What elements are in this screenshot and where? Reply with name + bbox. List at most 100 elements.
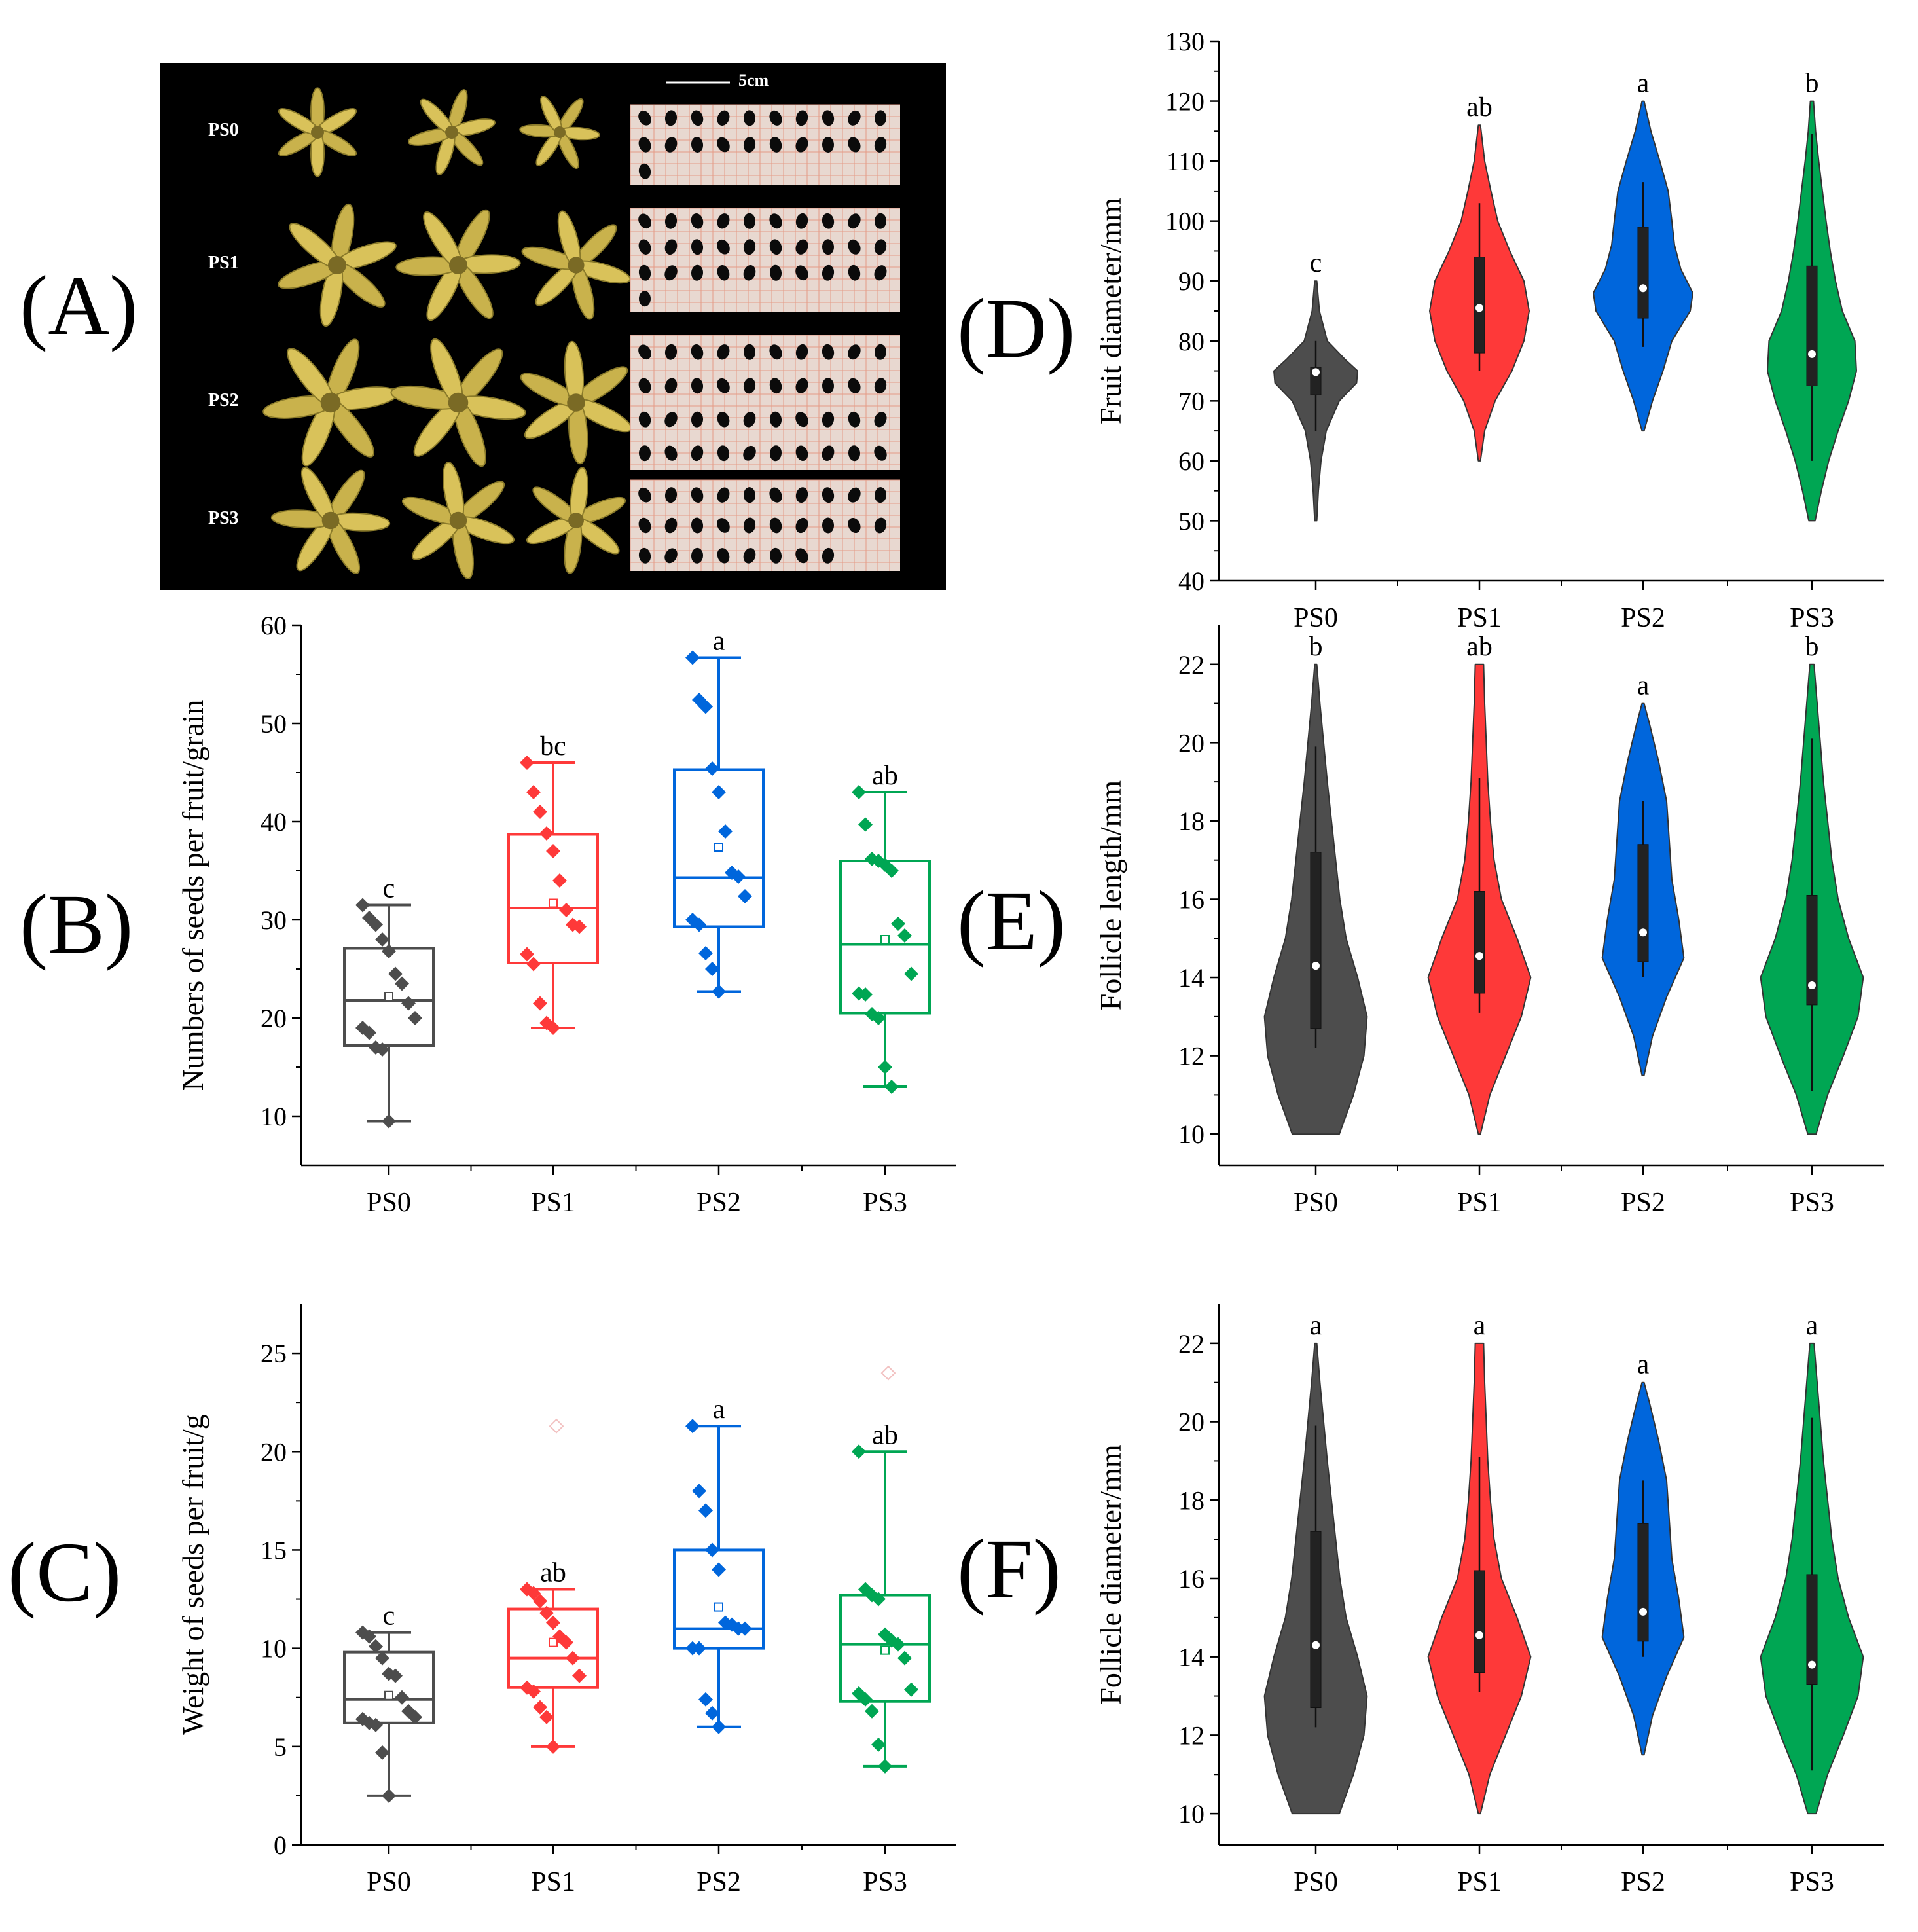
significance-letter: c	[1310, 248, 1322, 278]
panel-label-f: (F)	[957, 1522, 1061, 1616]
data-point	[552, 873, 567, 888]
data-point	[698, 699, 713, 714]
data-point	[705, 1705, 719, 1721]
flower-center	[445, 126, 458, 139]
y-tick-label: 20	[1178, 1408, 1204, 1437]
seed	[638, 411, 651, 428]
mean-marker	[549, 898, 558, 908]
data-point	[685, 650, 700, 665]
seed	[769, 411, 782, 428]
x-tick-label: PS1	[1457, 603, 1502, 633]
box-PS1	[507, 1607, 599, 1689]
seed	[848, 445, 861, 462]
data-point	[884, 864, 899, 878]
data-point	[705, 962, 719, 976]
y-tick-label: 10	[1178, 1799, 1204, 1829]
data-point	[375, 1650, 389, 1666]
data-point	[731, 869, 746, 884]
seed	[848, 411, 861, 428]
seed	[743, 445, 756, 461]
chart-c: 0 5 10 15 20 25 PS0 PS1 PS2 PS3 Weight of seeds pe…	[176, 1304, 956, 1897]
seed	[638, 487, 651, 503]
x-tick-label: PS3	[863, 1867, 907, 1897]
panel-label-d: (D)	[957, 282, 1075, 376]
chart-d: 40 50 60 70 80 90 100 110 120 130 PS0 PS1 PS2 PS3 Frui…	[1094, 27, 1884, 633]
seed	[743, 239, 756, 255]
seed	[638, 378, 651, 393]
mean-marker	[714, 843, 723, 852]
seed	[874, 445, 887, 461]
violin-median	[1808, 1660, 1816, 1669]
data-point	[904, 1682, 918, 1697]
flower-center	[554, 126, 566, 138]
significance-letter: a	[1637, 671, 1650, 701]
seed	[743, 344, 756, 360]
data-point	[546, 844, 560, 858]
data-point	[705, 761, 719, 776]
data-point	[526, 957, 541, 972]
seed	[743, 412, 756, 428]
data-point	[375, 932, 389, 947]
significance-letter: a	[713, 627, 725, 657]
x-tick-label: PS2	[1621, 603, 1665, 633]
y-tick-label: 10	[261, 1102, 287, 1131]
seed	[848, 110, 861, 126]
flower-center	[449, 256, 467, 274]
data-point	[852, 1444, 866, 1459]
seed	[638, 547, 651, 564]
seed	[822, 445, 835, 461]
seed	[769, 137, 782, 153]
data-point	[382, 1114, 396, 1129]
significance-letter: ab	[872, 1420, 898, 1450]
y-tick-label: 40	[1178, 566, 1204, 596]
y-axis-title: Numbers of seeds per fruit/grain	[176, 700, 209, 1091]
mean-marker	[384, 992, 393, 1001]
data-point	[572, 1668, 587, 1683]
data-point	[559, 1635, 573, 1650]
seed	[664, 517, 678, 534]
data-point	[369, 917, 383, 932]
violin-median	[1808, 350, 1816, 358]
y-axis-title: Follicle diameter/mm	[1094, 1444, 1127, 1705]
data-point	[546, 1615, 560, 1630]
flower-center	[449, 511, 467, 530]
significance-letter: a	[713, 1394, 725, 1425]
box-PS3	[839, 1594, 931, 1703]
data-point	[533, 996, 547, 1011]
data-point	[388, 1668, 403, 1683]
seed	[874, 517, 887, 534]
significance-letter: c	[383, 874, 395, 904]
y-tick-label: 18	[1178, 807, 1204, 836]
data-point	[382, 944, 396, 958]
seed	[691, 378, 704, 394]
violin-iqr-box	[1310, 1531, 1322, 1709]
violin-median	[1475, 304, 1483, 312]
y-tick-label: 20	[261, 1437, 287, 1467]
significance-letter: a	[1806, 1311, 1818, 1341]
data-point	[369, 1639, 383, 1654]
flower-center	[448, 392, 469, 413]
data-point	[401, 996, 416, 1011]
violin-median	[1639, 284, 1647, 293]
data-point	[533, 1700, 547, 1715]
seed	[743, 517, 756, 534]
y-tick-label: 130	[1165, 27, 1204, 56]
seed	[664, 548, 678, 564]
seed	[691, 264, 704, 281]
significance-letter: a	[1474, 1311, 1486, 1341]
seed	[874, 265, 887, 281]
data-point	[375, 1042, 389, 1057]
seed	[874, 344, 887, 360]
outlier-point	[549, 1418, 564, 1434]
violin-iqr-box	[1474, 891, 1485, 994]
data-point	[362, 1025, 376, 1040]
flower	[521, 210, 631, 320]
seed	[769, 445, 782, 462]
box-PS1	[507, 833, 599, 964]
data-point	[692, 1641, 706, 1656]
mean-marker	[880, 935, 890, 944]
data-point	[871, 1011, 886, 1025]
seed	[769, 213, 782, 229]
data-point	[891, 1637, 905, 1652]
flower	[519, 95, 600, 170]
